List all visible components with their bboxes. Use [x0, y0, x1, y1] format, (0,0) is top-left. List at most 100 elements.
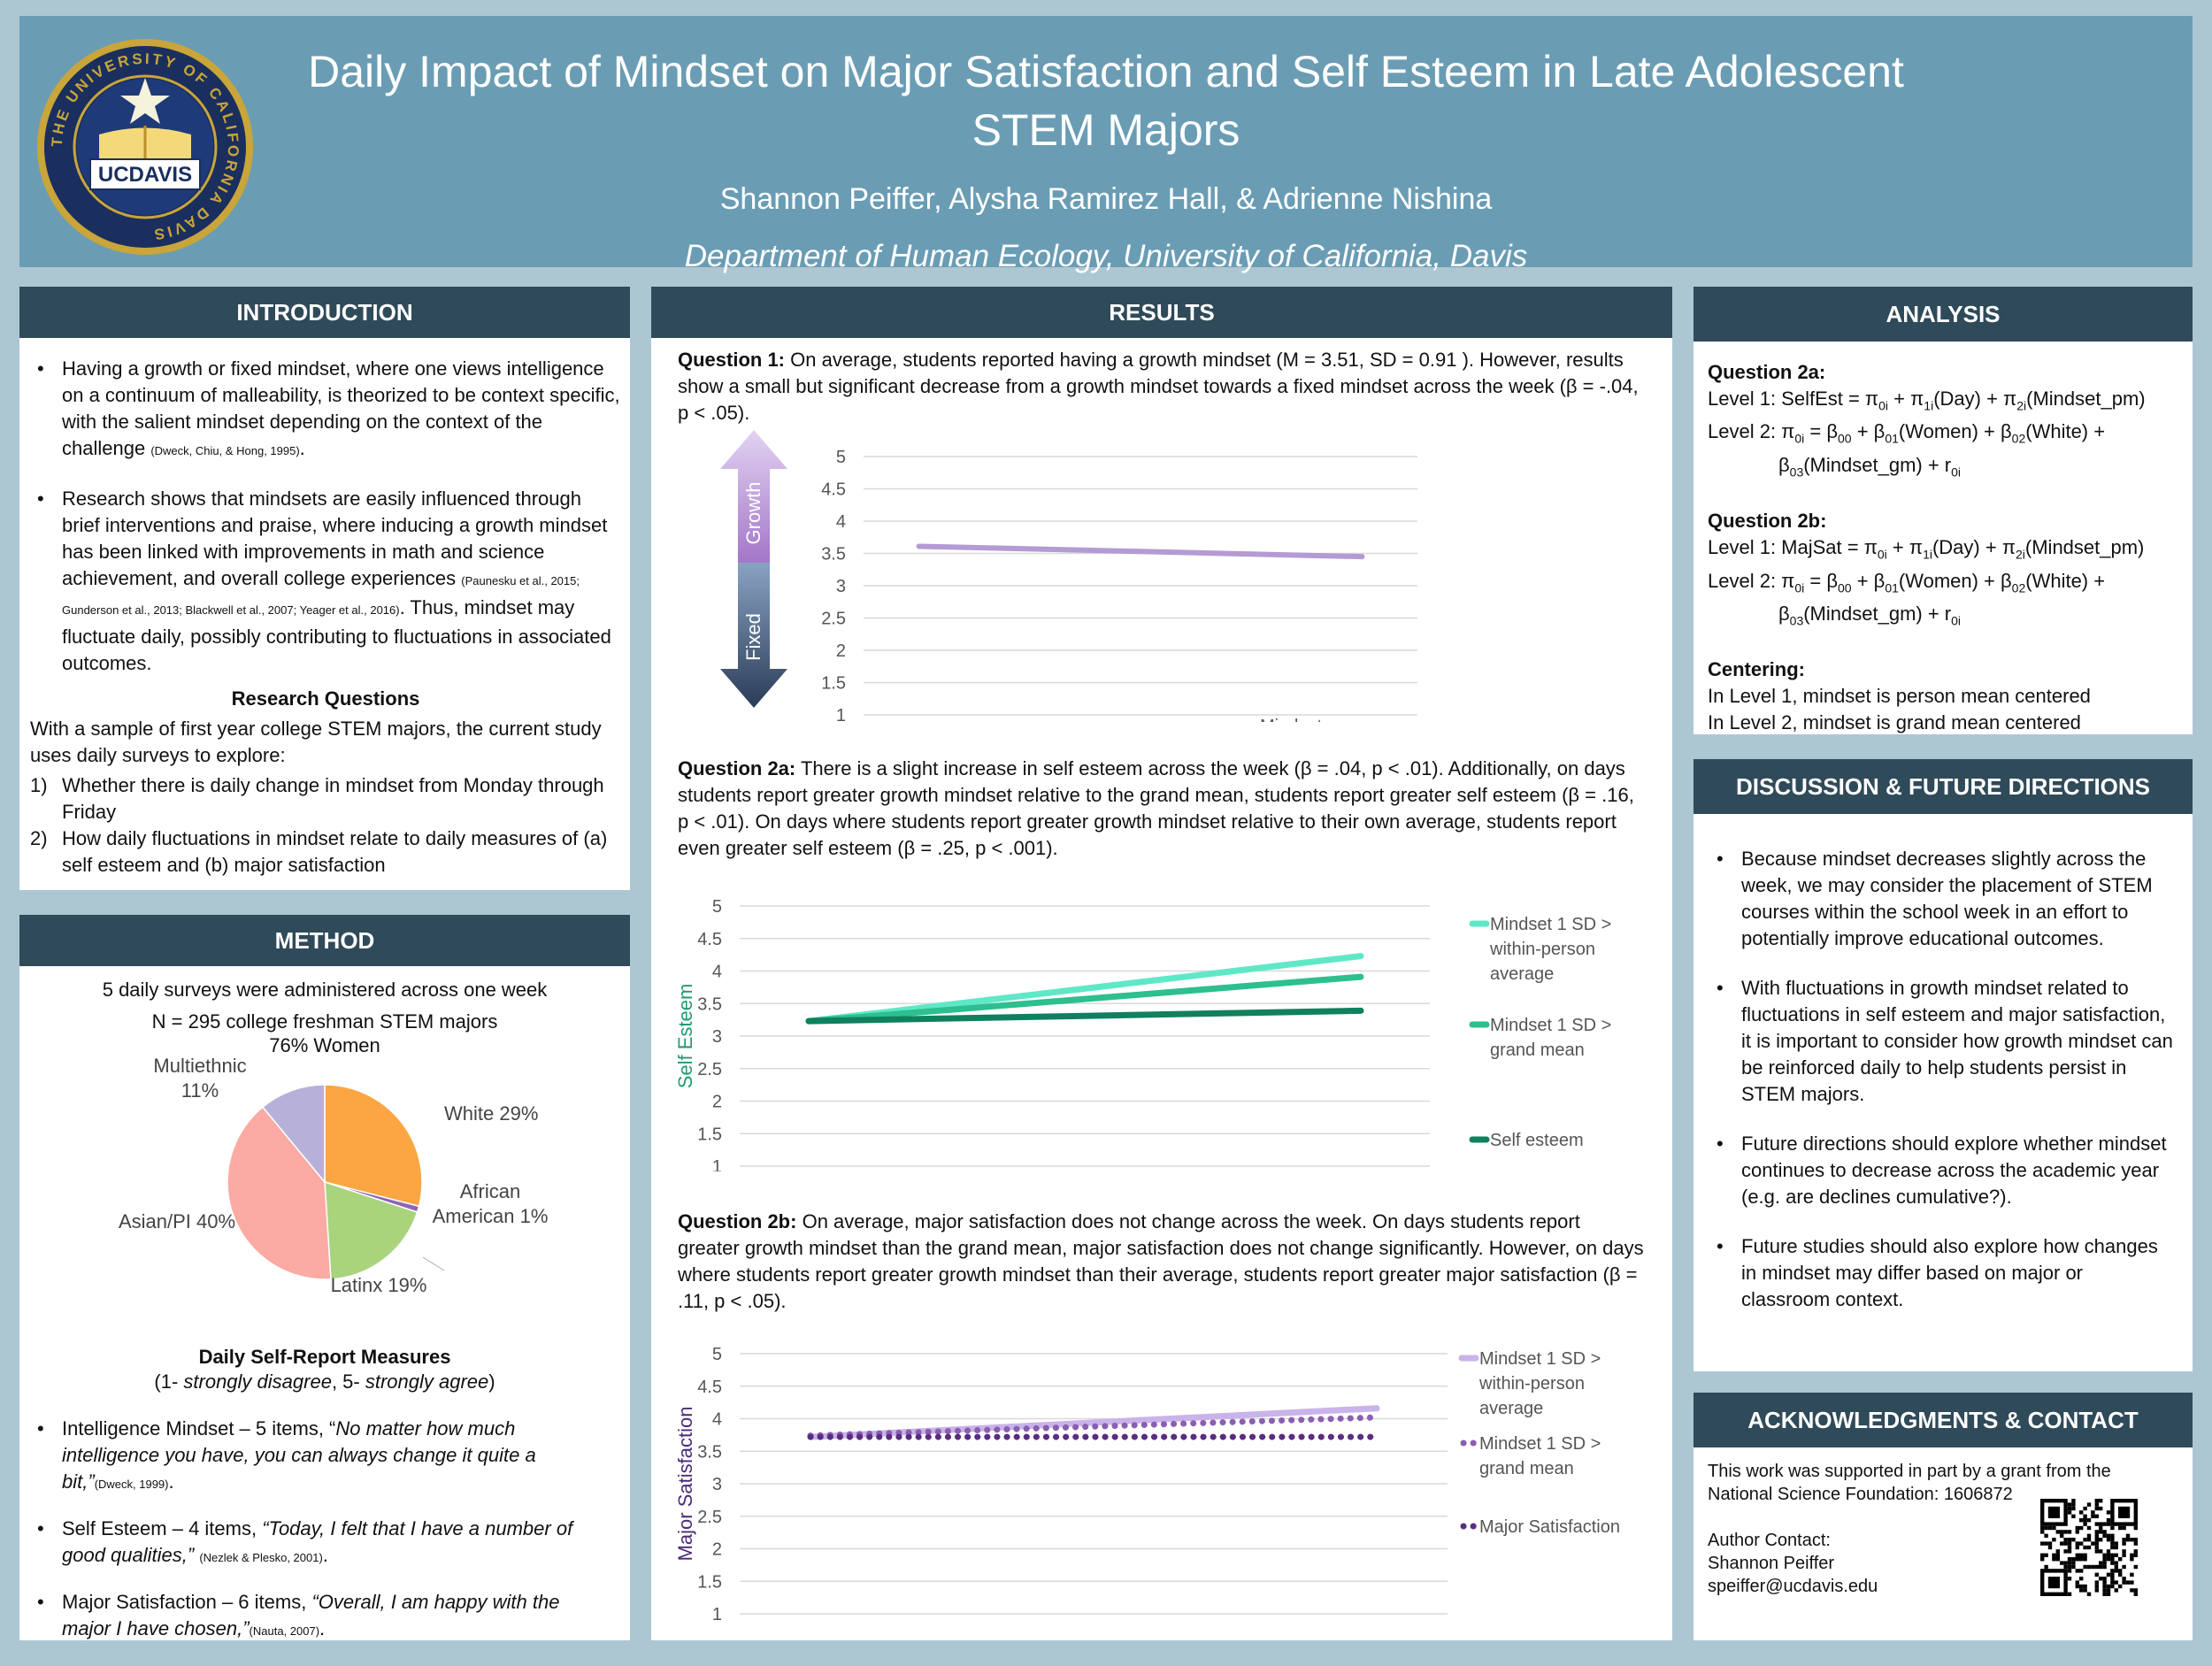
qr-module	[2106, 1557, 2111, 1562]
qr-module	[2102, 1553, 2107, 1557]
qr-module	[2102, 1577, 2107, 1581]
legend-entry: Mindset	[1260, 717, 1322, 722]
qr-module	[2102, 1592, 2107, 1596]
y-tick-label: 1	[712, 1157, 722, 1171]
qr-code[interactable]	[2040, 1499, 2138, 1596]
pie-label: Asian/PI 40%	[119, 1210, 235, 1232]
qr-module	[2067, 1545, 2072, 1550]
qr-module	[2094, 1538, 2099, 1542]
qr-module	[2067, 1506, 2072, 1511]
fixed-label: Fixed	[742, 613, 764, 661]
qr-module	[2052, 1525, 2056, 1531]
qr-module	[2114, 1569, 2118, 1573]
qr-module	[2106, 1533, 2111, 1538]
qr-module	[2079, 1557, 2084, 1562]
qr-module	[2133, 1553, 2138, 1557]
qr-module	[2102, 1533, 2107, 1538]
question-2b-text: Question 2b: On average, major satisfact…	[678, 1210, 1644, 1312]
qr-module	[2063, 1549, 2068, 1554]
qr-module	[2094, 1541, 2099, 1546]
qr-module	[2067, 1577, 2072, 1581]
measure-self-esteem: Self Esteem – 4 items, “Today, I felt th…	[37, 1516, 595, 1571]
qr-module	[2094, 1533, 2099, 1538]
series-line-1	[807, 1405, 1380, 1440]
qr-module	[2125, 1538, 2131, 1542]
qr-module	[2099, 1522, 2103, 1526]
qr-module	[2133, 1525, 2138, 1531]
qr-module	[2040, 1530, 2045, 1534]
y-tick-label: 1.5	[821, 674, 846, 694]
qr-module	[2114, 1541, 2118, 1546]
qr-module	[2067, 1569, 2072, 1573]
measures-scale: (1- strongly disagree, 5- strongly agree…	[154, 1370, 495, 1393]
qr-module	[2110, 1553, 2115, 1557]
discussion-bullet-1: Because mindset decreases slightly acros…	[1717, 846, 2175, 952]
qr-module	[2122, 1538, 2126, 1542]
analysis-q2b-heading: Question 2b:	[1708, 510, 1827, 533]
qr-module	[2055, 1530, 2060, 1534]
introduction-heading: INTRODUCTION	[19, 287, 630, 338]
qr-module	[2102, 1588, 2107, 1593]
qr-module	[2091, 1564, 2095, 1570]
qr-module	[2133, 1549, 2138, 1554]
qr-module	[2114, 1561, 2118, 1565]
qr-module	[2130, 1572, 2134, 1577]
qr-module	[2122, 1580, 2126, 1585]
pie-label: Multiethnic 11%	[153, 1055, 246, 1102]
qr-module	[2075, 1530, 2079, 1534]
qr-module	[2118, 1557, 2123, 1562]
qr-module	[2079, 1569, 2084, 1573]
poster-title: Daily Impact of Mindset on Major Satisfa…	[19, 42, 2193, 159]
qr-module	[2086, 1502, 2092, 1507]
qr-module	[2091, 1514, 2095, 1518]
qr-module	[2075, 1553, 2079, 1557]
qr-module	[2091, 1510, 2095, 1515]
qr-module	[2106, 1592, 2111, 1596]
qr-module	[2071, 1561, 2076, 1565]
pie-label: White 29%	[444, 1102, 538, 1125]
y-tick-label: 2.5	[697, 1508, 722, 1527]
qr-module	[2106, 1510, 2111, 1515]
qr-module	[2102, 1580, 2107, 1585]
qr-module	[2125, 1580, 2131, 1585]
research-questions-intro: With a sample of first year college STEM…	[30, 718, 602, 766]
qr-module	[2110, 1525, 2115, 1531]
qr-module	[2118, 1569, 2123, 1573]
y-tick-label: 2.5	[697, 1060, 722, 1079]
qr-module	[2094, 1580, 2099, 1585]
analysis-heading: ANALYSIS	[1694, 287, 2193, 342]
y-tick-label: 4	[712, 1410, 722, 1430]
qr-module	[2094, 1514, 2099, 1518]
qr-module	[2091, 1541, 2095, 1546]
pie-slice-asian-pi	[227, 1106, 332, 1280]
qr-module	[2125, 1533, 2131, 1538]
qr-module	[2133, 1541, 2138, 1546]
y-tick-label: 2	[712, 1540, 722, 1560]
qr-module	[2099, 1525, 2103, 1531]
qr-module	[2086, 1538, 2092, 1542]
qr-module	[2094, 1549, 2099, 1554]
citation: (Paunesku et al., 2015; Gunderson et al.…	[62, 574, 580, 617]
qr-module	[2106, 1572, 2111, 1577]
qr-module	[2122, 1525, 2126, 1531]
method-line-2: N = 295 college freshman STEM majors	[151, 1010, 498, 1033]
qr-module	[2094, 1564, 2099, 1570]
contact-email[interactable]: speiffer@ucdavis.edu	[1708, 1577, 1878, 1596]
pie-leader-line	[422, 1256, 445, 1271]
qr-module	[2110, 1572, 2115, 1577]
series-line-3	[805, 1007, 1364, 1025]
qr-module	[2071, 1564, 2076, 1570]
y-tick-label: 4	[836, 512, 846, 532]
qr-module	[2071, 1557, 2076, 1562]
analysis-panel: ANALYSIS Question 2a: Level 1: SelfEst =…	[1694, 287, 2193, 734]
qr-module	[2060, 1561, 2064, 1565]
qr-module	[2047, 1541, 2053, 1546]
legend-entry: Self esteem	[1490, 1131, 1584, 1150]
qr-module	[2067, 1592, 2072, 1596]
y-tick-label: 1.5	[697, 1572, 722, 1592]
qr-module	[2067, 1557, 2072, 1562]
qr-module	[2094, 1530, 2099, 1534]
qr-module	[2130, 1588, 2134, 1593]
acknowledgment-text: This work was supported in part by a gra…	[1708, 1462, 2111, 1504]
qr-module	[2071, 1538, 2076, 1542]
